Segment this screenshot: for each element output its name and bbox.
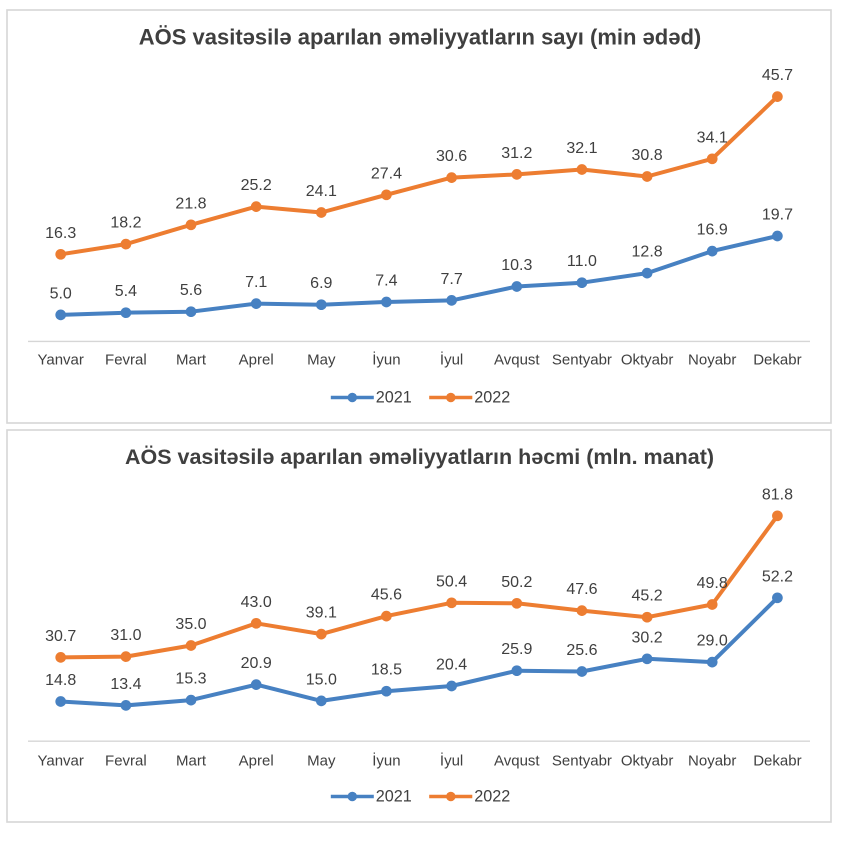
svg-text:27.4: 27.4 (371, 165, 402, 182)
svg-text:Avqust: Avqust (494, 352, 540, 369)
svg-text:11.0: 11.0 (567, 253, 597, 270)
svg-text:81.8: 81.8 (762, 486, 793, 503)
svg-text:6.9: 6.9 (310, 275, 332, 292)
svg-text:21.8: 21.8 (175, 195, 206, 212)
svg-text:24.1: 24.1 (306, 183, 337, 200)
svg-text:15.0: 15.0 (306, 671, 337, 688)
svg-text:İyul: İyul (440, 351, 463, 369)
svg-text:12.8: 12.8 (632, 244, 663, 261)
svg-text:AÖS vasitəsilə aparılan əməliy: AÖS vasitəsilə aparılan əməliyyatların s… (139, 24, 701, 49)
svg-text:13.4: 13.4 (110, 676, 141, 693)
svg-text:47.6: 47.6 (566, 581, 597, 598)
svg-text:Avqust: Avqust (494, 753, 540, 770)
svg-text:34.1: 34.1 (697, 129, 728, 146)
svg-text:2022: 2022 (474, 389, 510, 407)
svg-text:İyun: İyun (372, 351, 400, 369)
svg-text:Yanvar: Yanvar (37, 753, 83, 770)
svg-text:32.1: 32.1 (566, 140, 597, 157)
svg-text:Fevral: Fevral (105, 352, 147, 369)
svg-text:39.1: 39.1 (306, 605, 337, 622)
svg-text:19.7: 19.7 (762, 207, 793, 224)
svg-text:16.9: 16.9 (697, 222, 728, 239)
svg-text:5.0: 5.0 (50, 285, 72, 302)
svg-text:Dekabr: Dekabr (753, 352, 801, 369)
svg-text:2022: 2022 (474, 788, 510, 806)
svg-text:Sentyabr: Sentyabr (552, 753, 612, 770)
svg-text:2021: 2021 (376, 788, 412, 806)
svg-text:35.0: 35.0 (175, 616, 206, 633)
svg-text:29.0: 29.0 (697, 633, 728, 650)
svg-text:43.0: 43.0 (241, 594, 272, 611)
svg-text:30.6: 30.6 (436, 148, 467, 165)
svg-text:Aprel: Aprel (239, 753, 274, 770)
svg-text:50.2: 50.2 (501, 574, 532, 591)
svg-text:May: May (307, 352, 336, 369)
svg-text:30.8: 30.8 (632, 147, 663, 164)
svg-text:10.3: 10.3 (501, 257, 532, 274)
svg-text:30.7: 30.7 (45, 628, 76, 645)
svg-text:45.6: 45.6 (371, 587, 402, 604)
svg-text:5.6: 5.6 (180, 282, 202, 299)
svg-text:14.8: 14.8 (45, 672, 76, 689)
svg-text:16.3: 16.3 (45, 225, 76, 242)
svg-text:18.5: 18.5 (371, 662, 402, 679)
svg-text:45.2: 45.2 (632, 588, 663, 605)
svg-text:25.9: 25.9 (501, 641, 532, 658)
svg-text:52.2: 52.2 (762, 568, 793, 585)
svg-text:30.2: 30.2 (632, 629, 663, 646)
svg-text:Mart: Mart (176, 352, 207, 369)
svg-text:İyul: İyul (440, 752, 463, 770)
svg-text:Noyabr: Noyabr (688, 352, 736, 369)
svg-text:50.4: 50.4 (436, 573, 467, 590)
svg-text:Aprel: Aprel (239, 352, 274, 369)
svg-text:45.7: 45.7 (762, 67, 793, 84)
svg-text:Oktyabr: Oktyabr (621, 753, 674, 770)
svg-text:7.4: 7.4 (375, 273, 397, 290)
svg-text:25.6: 25.6 (566, 642, 597, 659)
svg-text:May: May (307, 753, 336, 770)
svg-text:AÖS vasitəsilə aparılan əməliy: AÖS vasitəsilə aparılan əməliyyatların h… (125, 444, 714, 469)
svg-text:15.3: 15.3 (175, 671, 206, 688)
svg-text:7.7: 7.7 (440, 271, 462, 288)
svg-text:Mart: Mart (176, 753, 207, 770)
svg-text:5.4: 5.4 (115, 283, 137, 300)
svg-text:Sentyabr: Sentyabr (552, 352, 612, 369)
svg-text:7.1: 7.1 (245, 274, 267, 291)
svg-text:31.0: 31.0 (110, 627, 141, 644)
svg-text:20.4: 20.4 (436, 657, 467, 674)
svg-text:2021: 2021 (376, 389, 412, 407)
svg-text:Dekabr: Dekabr (753, 753, 801, 770)
svg-text:20.9: 20.9 (241, 655, 272, 672)
svg-text:31.2: 31.2 (501, 145, 532, 162)
svg-text:Fevral: Fevral (105, 753, 147, 770)
svg-text:18.2: 18.2 (110, 215, 141, 232)
svg-text:İyun: İyun (372, 752, 400, 770)
svg-text:25.2: 25.2 (241, 177, 272, 194)
svg-text:Oktyabr: Oktyabr (621, 352, 674, 369)
svg-text:49.8: 49.8 (697, 575, 728, 592)
svg-text:Noyabr: Noyabr (688, 753, 736, 770)
svg-text:Yanvar: Yanvar (37, 352, 83, 369)
